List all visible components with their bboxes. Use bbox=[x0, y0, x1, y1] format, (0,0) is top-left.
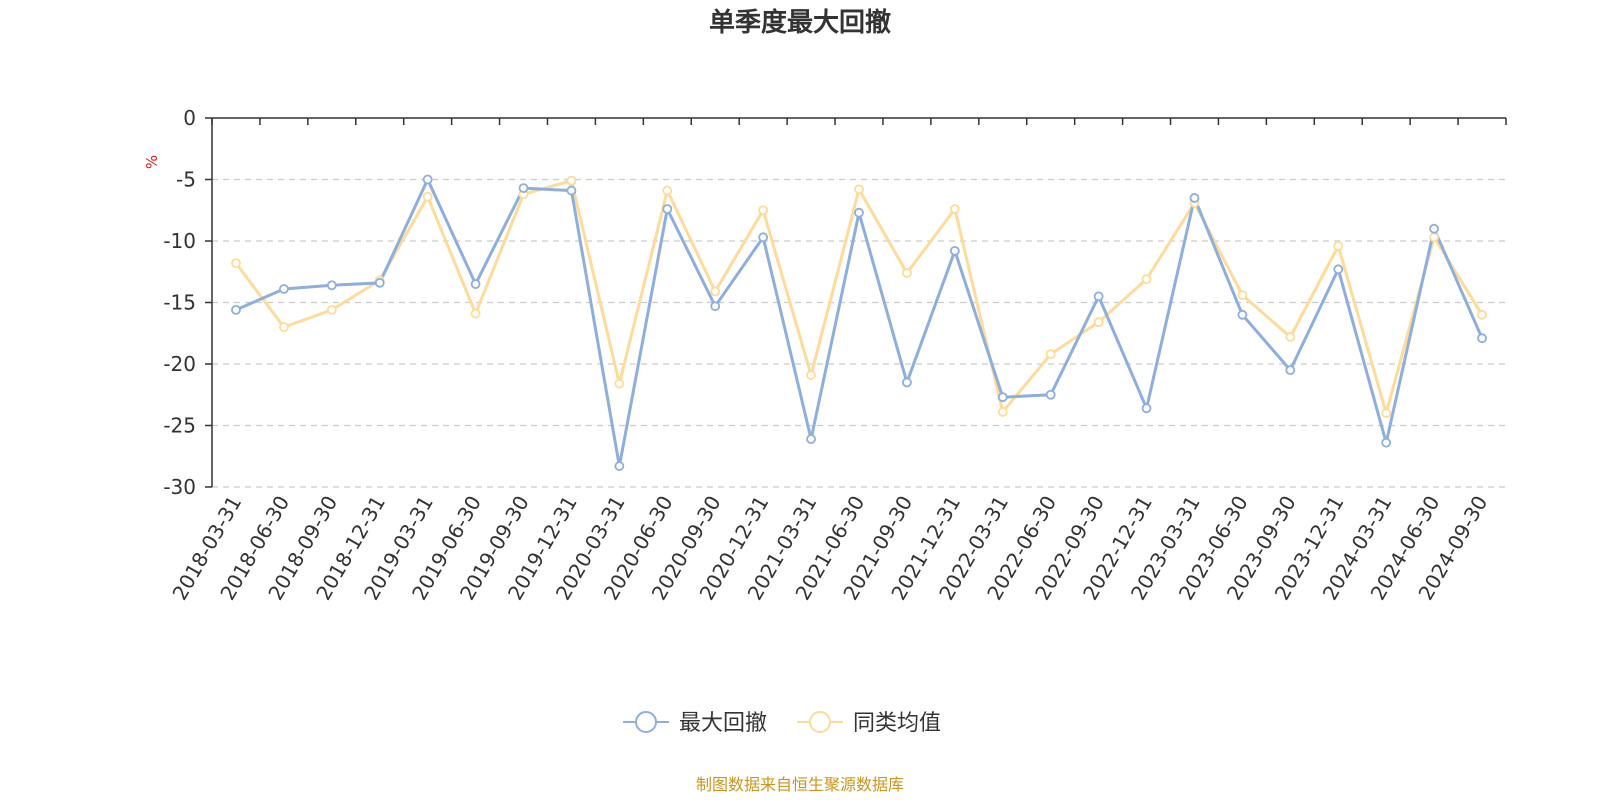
data-point[interactable] bbox=[710, 286, 721, 297]
data-point[interactable] bbox=[1189, 193, 1200, 203]
legend-swatch-marker bbox=[635, 711, 657, 733]
data-point[interactable] bbox=[614, 378, 625, 389]
legend-item-1[interactable]: 同类均值 bbox=[797, 711, 941, 736]
y-tick-label: -15 bbox=[163, 291, 196, 315]
data-point[interactable] bbox=[470, 308, 481, 319]
data-point[interactable] bbox=[1045, 389, 1056, 400]
data-point[interactable] bbox=[662, 185, 673, 196]
data-point[interactable] bbox=[326, 280, 337, 291]
data-point[interactable] bbox=[1477, 309, 1487, 320]
y-tick-label: -20 bbox=[163, 352, 196, 376]
data-point[interactable] bbox=[1333, 264, 1344, 275]
data-point[interactable] bbox=[1045, 349, 1056, 360]
data-point[interactable] bbox=[470, 279, 481, 289]
data-point[interactable] bbox=[278, 322, 289, 333]
data-point[interactable] bbox=[854, 207, 864, 218]
data-point[interactable] bbox=[518, 183, 529, 194]
axes bbox=[211, 117, 1506, 487]
grid-lines bbox=[212, 178, 1506, 488]
data-point[interactable] bbox=[997, 392, 1008, 403]
legend-label: 最大回撤 bbox=[679, 711, 767, 736]
data-point[interactable] bbox=[374, 277, 385, 288]
data-point[interactable] bbox=[1477, 333, 1487, 344]
data-point[interactable] bbox=[1285, 332, 1296, 342]
data-point[interactable] bbox=[758, 205, 769, 216]
data-point[interactable] bbox=[422, 191, 433, 202]
data-point[interactable] bbox=[806, 370, 816, 380]
y-tick-label: -10 bbox=[163, 229, 196, 253]
data-point[interactable] bbox=[1429, 223, 1440, 234]
data-point[interactable] bbox=[614, 461, 625, 471]
data-point[interactable] bbox=[278, 284, 289, 294]
data-point[interactable] bbox=[566, 185, 577, 196]
data-point[interactable] bbox=[758, 232, 769, 243]
legend-item-0[interactable]: 最大回撤 bbox=[623, 711, 767, 736]
data-point[interactable] bbox=[1237, 309, 1248, 320]
source-note: 制图数据来自恒生聚源数据库 bbox=[696, 775, 904, 794]
data-point[interactable] bbox=[1093, 291, 1104, 302]
data-point[interactable] bbox=[902, 268, 912, 278]
data-point[interactable] bbox=[854, 184, 864, 195]
data-point[interactable] bbox=[231, 304, 241, 315]
y-tick-label: -25 bbox=[163, 414, 196, 438]
data-point[interactable] bbox=[806, 434, 816, 444]
data-point[interactable] bbox=[949, 245, 960, 256]
data-point[interactable] bbox=[1429, 232, 1440, 243]
data-point[interactable] bbox=[997, 407, 1008, 417]
data-point[interactable] bbox=[231, 258, 241, 269]
data-point[interactable] bbox=[326, 304, 337, 315]
y-tick-label: -30 bbox=[163, 475, 196, 499]
chart-title: 单季度最大回撤 bbox=[709, 7, 891, 38]
data-point[interactable] bbox=[1141, 274, 1152, 285]
y-tick-label: -5 bbox=[176, 168, 196, 192]
data-point[interactable] bbox=[1285, 365, 1296, 376]
data-point[interactable] bbox=[1093, 317, 1104, 328]
data-point[interactable] bbox=[1237, 290, 1248, 301]
data-point[interactable] bbox=[949, 204, 960, 214]
x-axis-ticks: 2018-03-312018-06-302018-09-302018-12-31… bbox=[167, 118, 1507, 604]
y-axis-ticks: 0 -5 -10 -15 -20 -25 -30 bbox=[163, 106, 212, 499]
data-point[interactable] bbox=[566, 175, 577, 186]
y-axis-unit: % bbox=[143, 155, 161, 169]
data-point[interactable] bbox=[662, 204, 673, 214]
data-point[interactable] bbox=[1381, 437, 1392, 448]
data-point[interactable] bbox=[422, 174, 433, 185]
data-point[interactable] bbox=[902, 377, 912, 388]
data-point[interactable] bbox=[1333, 241, 1344, 251]
series-layer bbox=[231, 174, 1487, 471]
series-line-0 bbox=[235, 178, 1484, 468]
y-tick-label: 0 bbox=[183, 106, 196, 130]
data-point[interactable] bbox=[1381, 408, 1392, 419]
data-point[interactable] bbox=[710, 301, 721, 312]
legend-label: 同类均值 bbox=[853, 711, 941, 736]
legend-swatch-marker bbox=[809, 711, 831, 733]
data-point[interactable] bbox=[1141, 403, 1152, 414]
legend: 最大回撤 同类均值 bbox=[623, 711, 941, 736]
